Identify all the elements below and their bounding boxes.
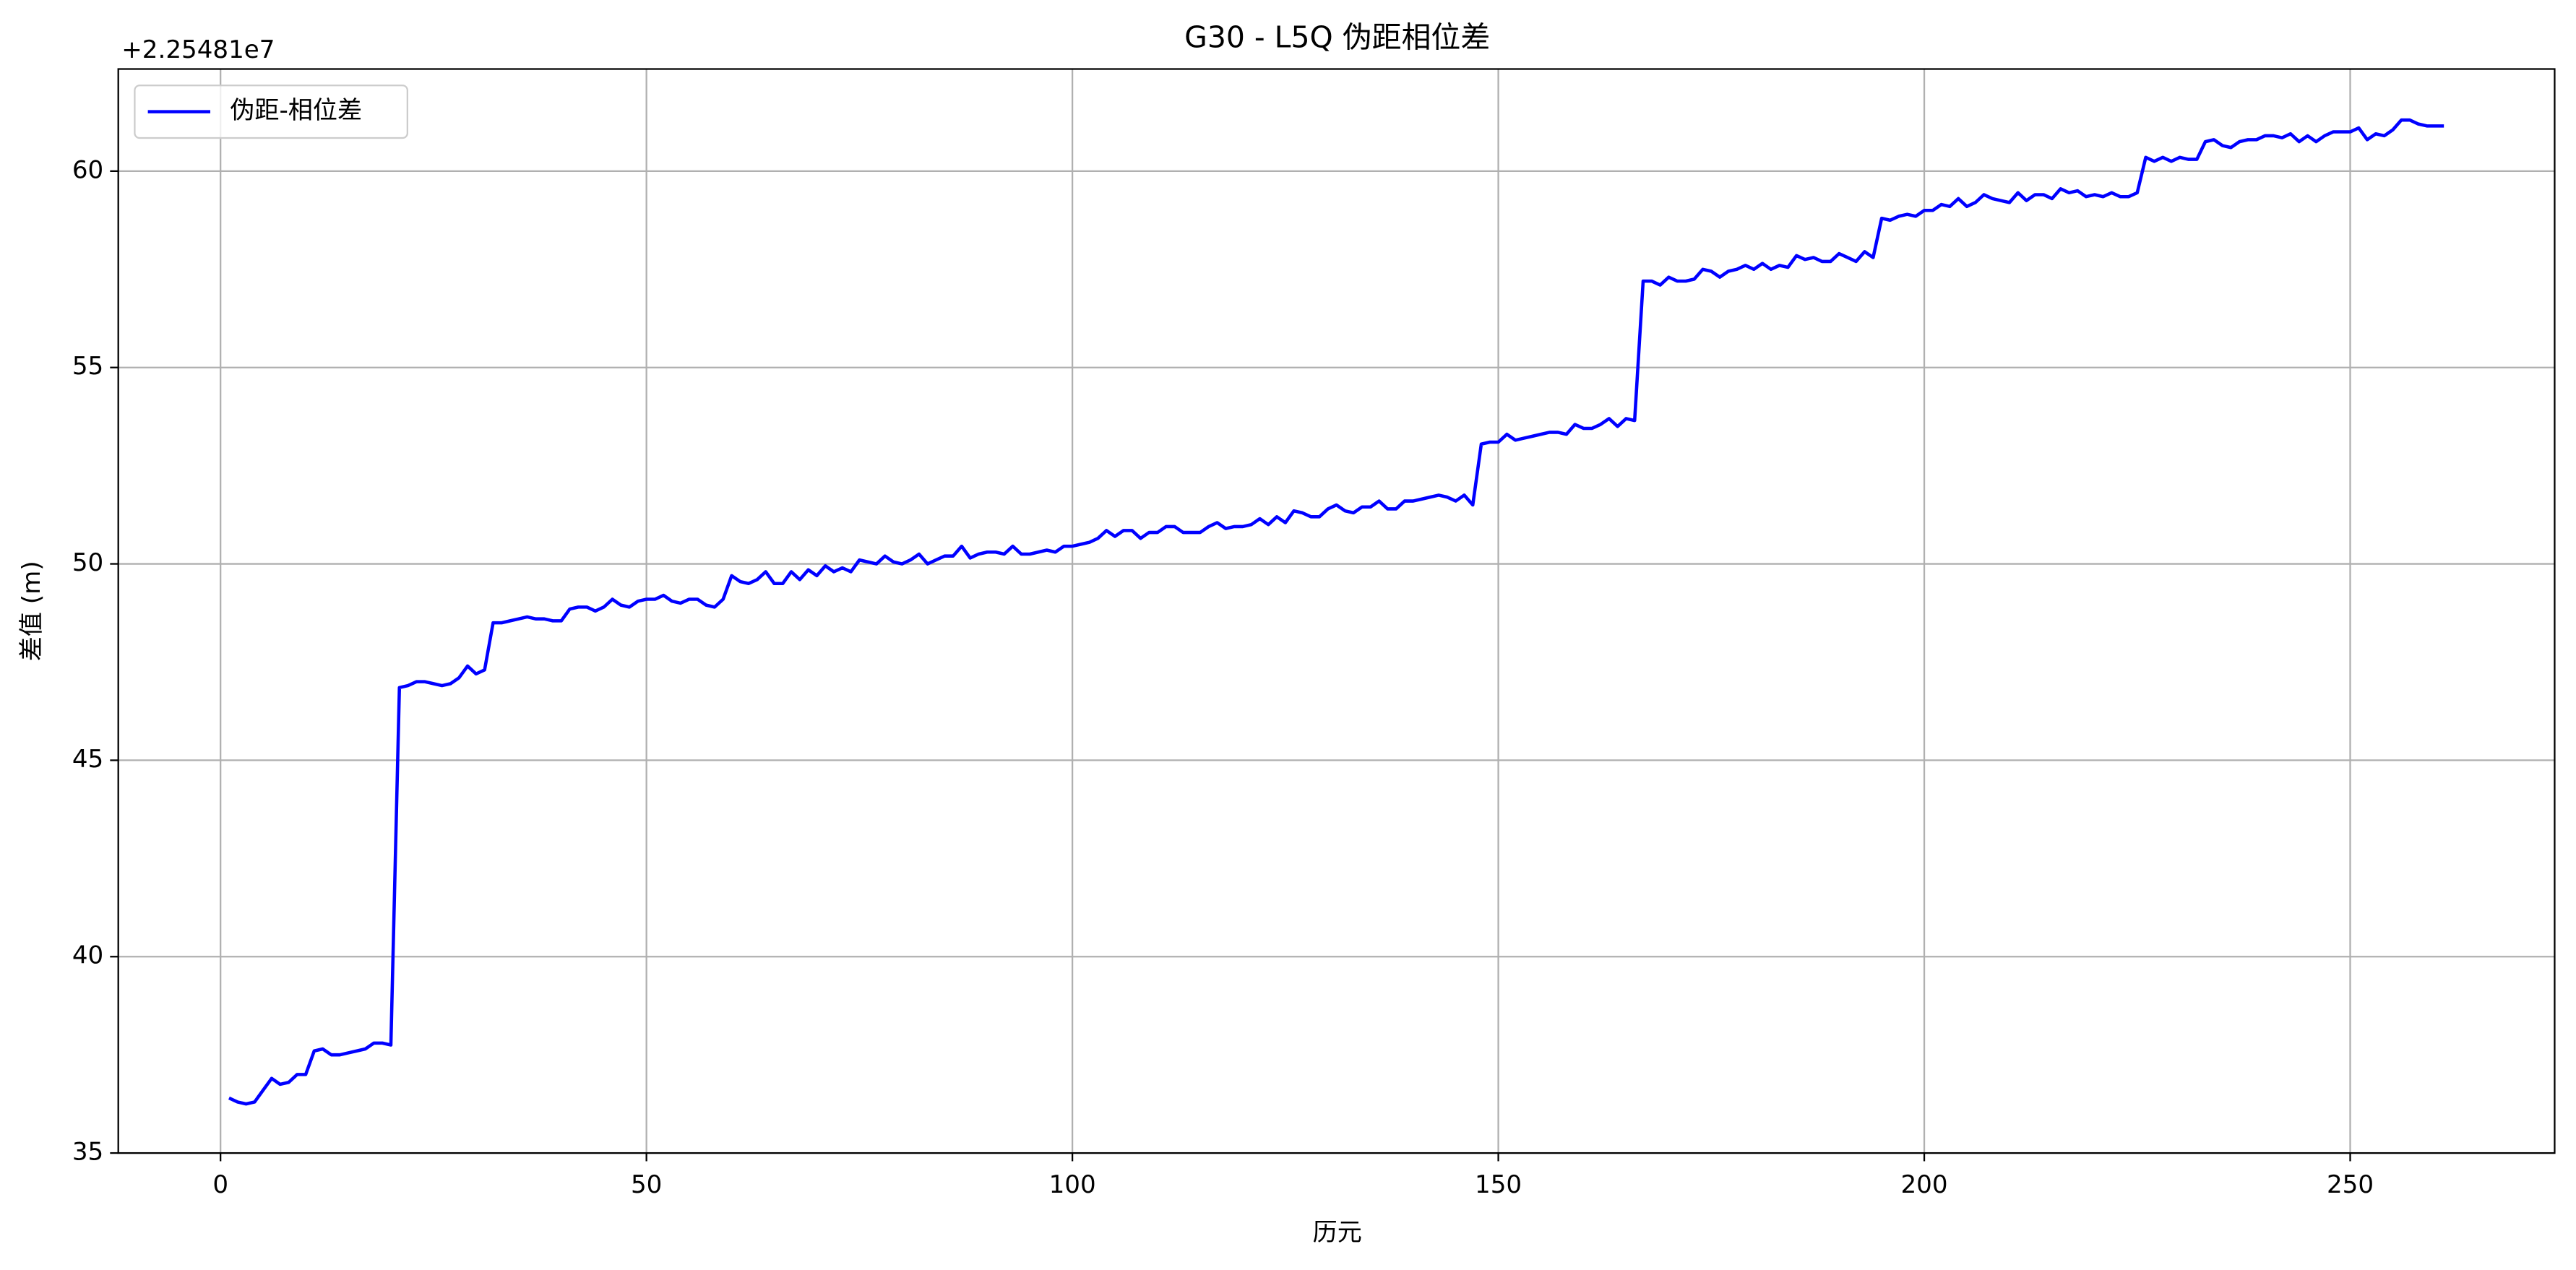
- x-axis-label: 历元: [1313, 1218, 1362, 1247]
- x-tick-label: 100: [1049, 1170, 1096, 1199]
- y-axis-label: 差值 (m): [17, 561, 46, 661]
- x-tick-label: 150: [1475, 1170, 1522, 1199]
- y-tick-label: 45: [72, 745, 103, 774]
- x-tick-label: 0: [212, 1170, 228, 1199]
- y-tick-label: 50: [72, 548, 103, 577]
- x-tick-label: 250: [2327, 1170, 2374, 1199]
- plot-frame: [117, 68, 2556, 1154]
- data-line: [228, 118, 2444, 1106]
- x-tick-label: 200: [1900, 1170, 1947, 1199]
- y-tick-label: 40: [72, 941, 103, 970]
- y-offset-label: +2.25481e7: [121, 35, 275, 64]
- y-tick-label: 35: [72, 1138, 103, 1167]
- legend-label: 伪距-相位差: [230, 96, 362, 125]
- y-tick-label: 55: [72, 352, 103, 381]
- y-tick-label: 60: [72, 155, 103, 184]
- chart-title: G30 - L5Q 伪距相位差: [1184, 20, 1490, 55]
- legend-box: [134, 85, 408, 139]
- x-tick-label: 50: [631, 1170, 662, 1199]
